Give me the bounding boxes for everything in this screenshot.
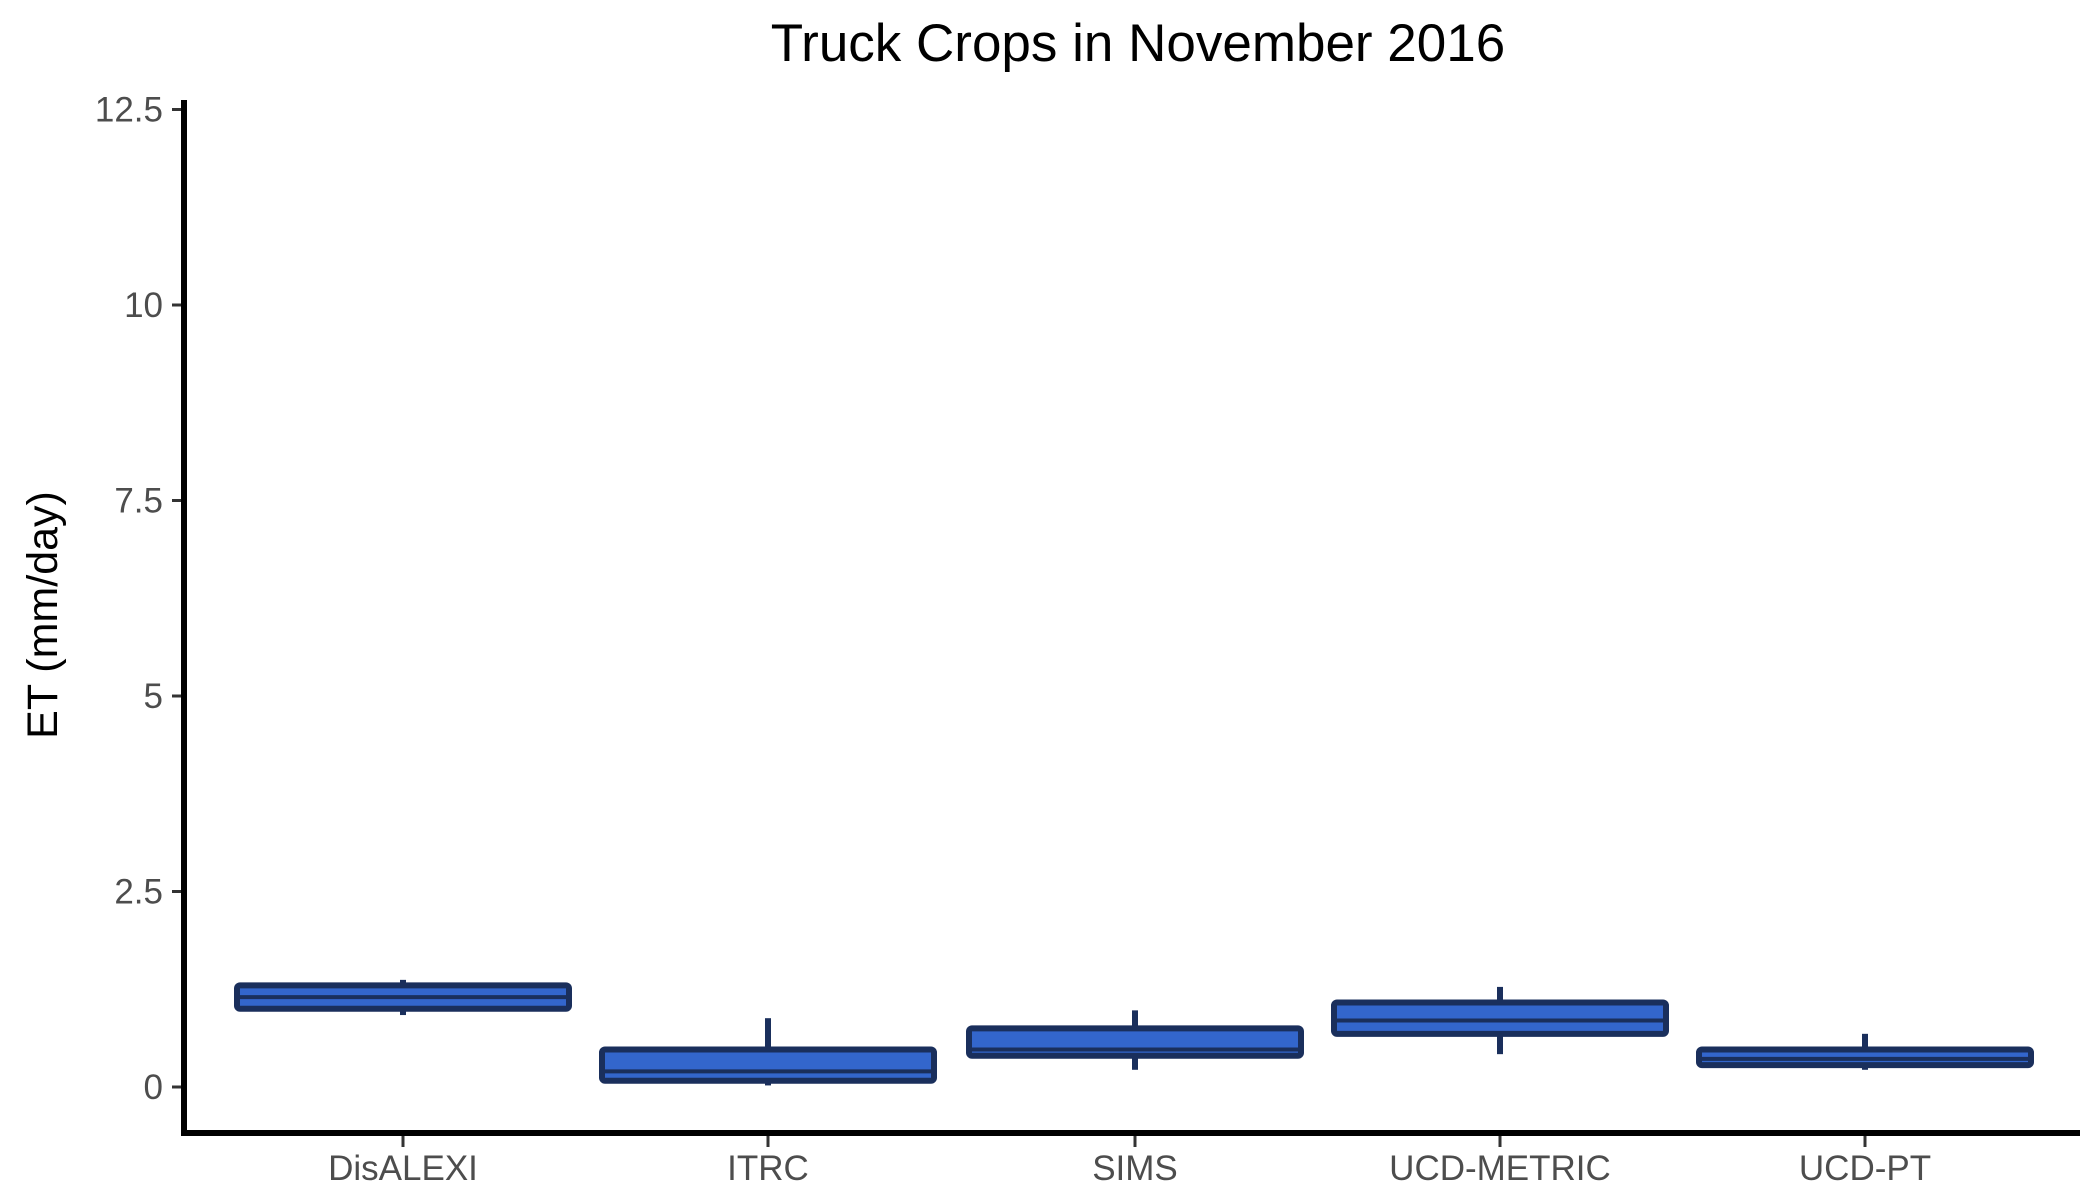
- box-plots: [234, 979, 2034, 1086]
- box-ucd-pt: [1696, 1033, 2034, 1070]
- x-tick-label: DisALEXI: [328, 1149, 478, 1188]
- box-disalexi: [234, 979, 572, 1016]
- x-tick-label: SIMS: [1092, 1149, 1178, 1188]
- y-axis-ticks: 0 2.5 5 7.5 10 12.5: [95, 91, 184, 1107]
- box-itrc: [599, 1018, 937, 1086]
- box-body: [966, 1025, 1304, 1059]
- x-axis-ticks: DisALEXI ITRC SIMS UCD-METRIC UCD-PT: [328, 1135, 1931, 1188]
- y-tick-label: 12.5: [95, 91, 163, 130]
- x-tick-label: ITRC: [727, 1149, 809, 1188]
- y-tick-label: 10: [124, 286, 163, 325]
- y-tick-label: 2.5: [114, 873, 163, 912]
- y-tick-label: 0: [144, 1068, 163, 1107]
- chart-title: Truck Crops in November 2016: [771, 14, 1505, 73]
- box-ucd-metric: [1331, 986, 1669, 1055]
- x-tick-label: UCD-METRIC: [1389, 1149, 1611, 1188]
- y-tick-label: 7.5: [114, 482, 163, 521]
- box-body: [599, 1046, 937, 1084]
- y-axis-label: ET (mm/day): [19, 491, 67, 739]
- box-body: [1331, 999, 1669, 1037]
- x-tick-label: UCD-PT: [1799, 1149, 1931, 1188]
- y-tick-label: 5: [144, 677, 163, 716]
- box-sims: [966, 1010, 1304, 1070]
